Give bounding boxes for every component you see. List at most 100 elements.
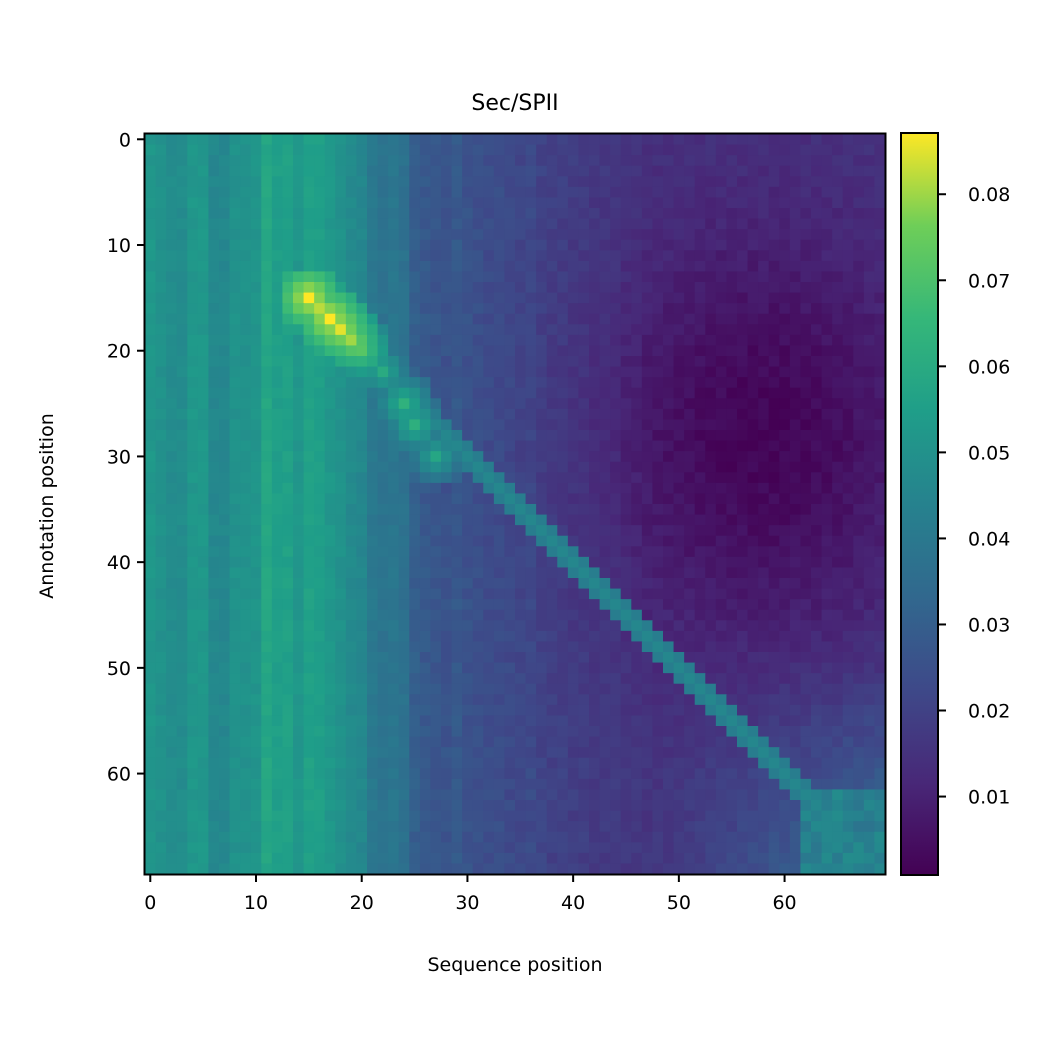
heatmap-cell (853, 726, 865, 738)
heatmap-cell (663, 546, 675, 558)
heatmap-cell (853, 863, 865, 875)
heatmap-cell (441, 726, 453, 738)
heatmap-cell (874, 430, 886, 442)
heatmap-cell (652, 345, 664, 357)
heatmap-cell (472, 356, 484, 368)
heatmap-cell (620, 366, 632, 378)
heatmap-cell (631, 408, 643, 421)
heatmap-cell (271, 694, 284, 706)
heatmap-cell (599, 535, 611, 547)
heatmap-cell (589, 260, 601, 273)
heatmap-cell (737, 260, 749, 273)
heatmap-cell (271, 620, 284, 632)
heatmap-cell (578, 419, 590, 431)
heatmap-cell (367, 630, 379, 643)
heatmap-cell (155, 313, 167, 325)
heatmap-cell (219, 863, 231, 875)
heatmap-cell (684, 176, 696, 188)
heatmap-cell (525, 578, 537, 590)
heatmap-cell (145, 260, 157, 273)
heatmap-cell (800, 757, 812, 769)
heatmap-cell (641, 620, 654, 632)
heatmap-cell (515, 303, 527, 315)
heatmap-cell (166, 260, 178, 273)
heatmap-cell (166, 440, 178, 452)
heatmap-cell (166, 176, 178, 188)
heatmap-cell (811, 176, 823, 188)
heatmap-cell (874, 482, 886, 495)
heatmap-cell (250, 134, 262, 146)
heatmap-cell (673, 620, 685, 632)
heatmap-cell (811, 852, 823, 865)
heatmap-cell (271, 852, 284, 865)
heatmap-cell (472, 303, 484, 315)
heatmap-cell (293, 704, 305, 717)
heatmap-cell (789, 303, 802, 315)
heatmap-cell (335, 620, 347, 632)
heatmap-cell (240, 398, 252, 410)
heatmap-cell (779, 609, 791, 621)
heatmap-cell (166, 408, 178, 421)
heatmap-cell (345, 440, 358, 452)
heatmap-cell (504, 821, 516, 833)
heatmap-cell (768, 334, 780, 347)
heatmap-cell (758, 726, 770, 738)
heatmap-cell (250, 863, 262, 875)
heatmap-cell (240, 239, 252, 251)
heatmap-cell (578, 683, 590, 695)
heatmap-cell (863, 588, 876, 600)
heatmap-cell (430, 440, 442, 452)
heatmap-cell (779, 599, 791, 611)
heatmap-cell (451, 599, 463, 611)
heatmap-cell (705, 461, 717, 473)
heatmap-cell (282, 831, 294, 843)
heatmap-cell (800, 440, 812, 452)
heatmap-cell (472, 704, 484, 717)
heatmap-cell (282, 250, 294, 262)
heatmap-cell (377, 546, 389, 558)
heatmap-cell (367, 831, 379, 843)
heatmap-cell (578, 821, 590, 833)
heatmap-cell (504, 419, 516, 431)
heatmap-cell (874, 366, 886, 378)
heatmap-cell (610, 535, 622, 547)
heatmap-cell (631, 377, 643, 389)
heatmap-cell (303, 472, 315, 484)
heatmap-cell (176, 652, 188, 664)
heatmap-cell (377, 641, 389, 653)
heatmap-cell (472, 440, 484, 452)
heatmap-cell (166, 683, 178, 695)
heatmap-cell (176, 630, 188, 643)
heatmap-cell (631, 451, 643, 463)
heatmap-cell (863, 556, 876, 569)
heatmap-cell (472, 821, 484, 833)
heatmap-cell (208, 683, 220, 695)
heatmap-cell (610, 757, 622, 769)
heatmap-cell (525, 229, 537, 241)
heatmap-cell (641, 271, 654, 283)
heatmap-cell (747, 408, 759, 421)
heatmap-cell (367, 430, 379, 442)
heatmap-cell (356, 282, 368, 294)
heatmap-cell (219, 842, 231, 854)
heatmap-cell (694, 387, 706, 399)
heatmap-cell (261, 250, 273, 262)
heatmap-cell (187, 387, 199, 399)
heatmap-cell (176, 366, 188, 378)
heatmap-cell (768, 398, 780, 410)
heatmap-cell (599, 525, 611, 537)
heatmap-cell (715, 694, 728, 706)
heatmap-cell (240, 377, 252, 389)
heatmap-cell (747, 704, 759, 717)
heatmap-cell (811, 821, 823, 833)
heatmap-cell (737, 546, 749, 558)
heatmap-cell (589, 778, 601, 791)
heatmap-cell (441, 186, 453, 199)
heatmap-cell (673, 334, 685, 347)
heatmap-cell (219, 599, 231, 611)
heatmap-cell (293, 250, 305, 262)
heatmap-cell (694, 260, 706, 273)
heatmap-cell (430, 556, 442, 569)
heatmap-cell (694, 334, 706, 347)
heatmap-cell (758, 218, 770, 230)
